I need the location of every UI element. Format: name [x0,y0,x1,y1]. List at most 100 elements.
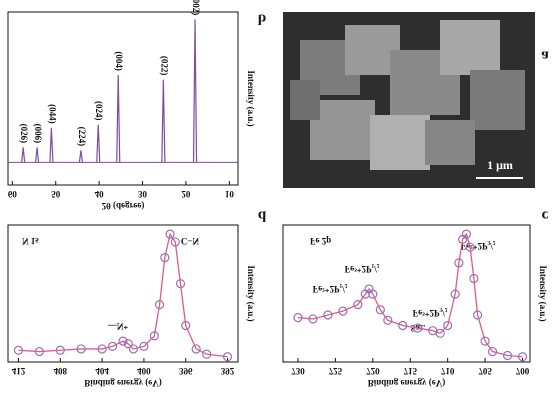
data-point [473,310,483,320]
data-point [502,350,513,361]
x-tick-label: 725 [329,366,343,376]
data-point [160,253,170,263]
annotation: Fe²⁺2P₁/₂ [313,284,348,294]
y-axis-label: Intensity (a.u.) [538,265,548,321]
x-tick-label: 720 [366,366,380,376]
data-point [435,328,445,338]
x-tick-label: 392 [221,366,235,376]
fit-envelope [18,232,228,358]
panel-letter: d [258,208,267,224]
data-point [107,341,118,351]
annotation: Fe²⁺2P₃/₂ [461,241,496,251]
x-axis-label: Binding energy (eV) [84,378,162,388]
fit-envelope [297,232,523,358]
plot-frame [282,224,531,363]
scale-bar-label: 1 μm [487,158,513,172]
x-tick-label: 700 [516,366,530,376]
diffraction-peak [116,75,121,163]
data-point [76,344,86,354]
data-point [13,345,24,355]
data-point [128,344,139,354]
x-tick-label: 396 [179,366,193,376]
data-point [202,349,212,359]
peak-label: (022) [159,56,169,76]
data-point [338,306,348,316]
x-tick-label: 400 [137,366,151,376]
annotation: Fe 2p [310,236,331,246]
x-tick-label: 715 [403,366,417,376]
data-point [191,344,201,354]
x-axis-label: 2θ (degree) [102,201,145,211]
diffraction-peak [192,19,198,163]
data-point [154,299,165,310]
data-point [383,315,393,325]
data-point [413,323,423,333]
peak-label: (044) [47,104,57,124]
panel-letter: a [541,48,549,64]
x-tick-label: 50 [51,189,61,199]
x-axis-label: Binding energy (eV) [368,378,446,388]
data-point [487,346,498,357]
x-tick-label: 730 [291,366,305,376]
data-point [454,258,464,268]
data-point [465,242,475,252]
panel-letter: b [258,11,266,27]
peak-label: (002) [191,0,201,15]
data-point [461,229,471,239]
annotation: N 1s [22,236,39,246]
peak-label: (004) [114,51,124,71]
data-point [517,352,528,362]
data-point [118,336,128,346]
sem-image: 1 μm [283,12,535,188]
data-point [175,279,186,289]
peak-label: (006) [33,124,43,144]
data-point [170,237,180,247]
x-tick-label: 10 [225,189,235,199]
annotation: C−N [181,236,200,246]
x-tick-label: 40 [95,189,105,199]
data-point [97,344,107,354]
x-tick-label: 60 [8,189,18,199]
annotation: —N⁺ [107,321,128,331]
annotation: Fe³⁺2P₃/₂ [413,308,448,318]
x-tick-label: 408 [54,366,68,376]
data-point [149,331,159,341]
peak-label: (224) [77,127,87,147]
diffraction-peak [78,150,84,163]
y-axis-label: Intensity (a.u.) [246,70,256,126]
data-point [181,320,191,331]
data-point [323,310,333,320]
plot-frame [7,224,239,363]
data-point [165,229,175,239]
panel-letter: c [542,208,549,224]
data-point [353,299,363,310]
diffraction-peak [21,147,26,163]
data-point [469,273,479,284]
data-point [34,346,44,357]
x-tick-label: 705 [478,366,492,376]
diffraction-peak [96,124,101,163]
data-point [450,289,460,299]
data-point [139,341,149,351]
x-tick-label: 30 [138,189,148,199]
data-point [55,345,65,355]
x-tick-label: 20 [181,189,191,199]
diffraction-peak [34,147,40,163]
data-point [123,339,133,349]
data-point [443,320,453,331]
peak-label: (024) [94,101,104,121]
data-point [375,305,385,315]
peak-label: (026) [19,124,29,144]
data-point [293,313,303,323]
data-point [308,314,318,324]
x-tick-label: 404 [95,366,109,376]
annotation: Fe³⁺2P₁/₂ [345,264,380,274]
data-point [222,352,233,362]
y-axis-label: Intensity (a.u.) [246,265,256,321]
data-point [480,336,490,346]
data-point [368,289,378,299]
x-tick-label: 412 [12,366,26,376]
x-tick-label: 710 [441,366,455,376]
diffraction-peak [49,127,54,163]
